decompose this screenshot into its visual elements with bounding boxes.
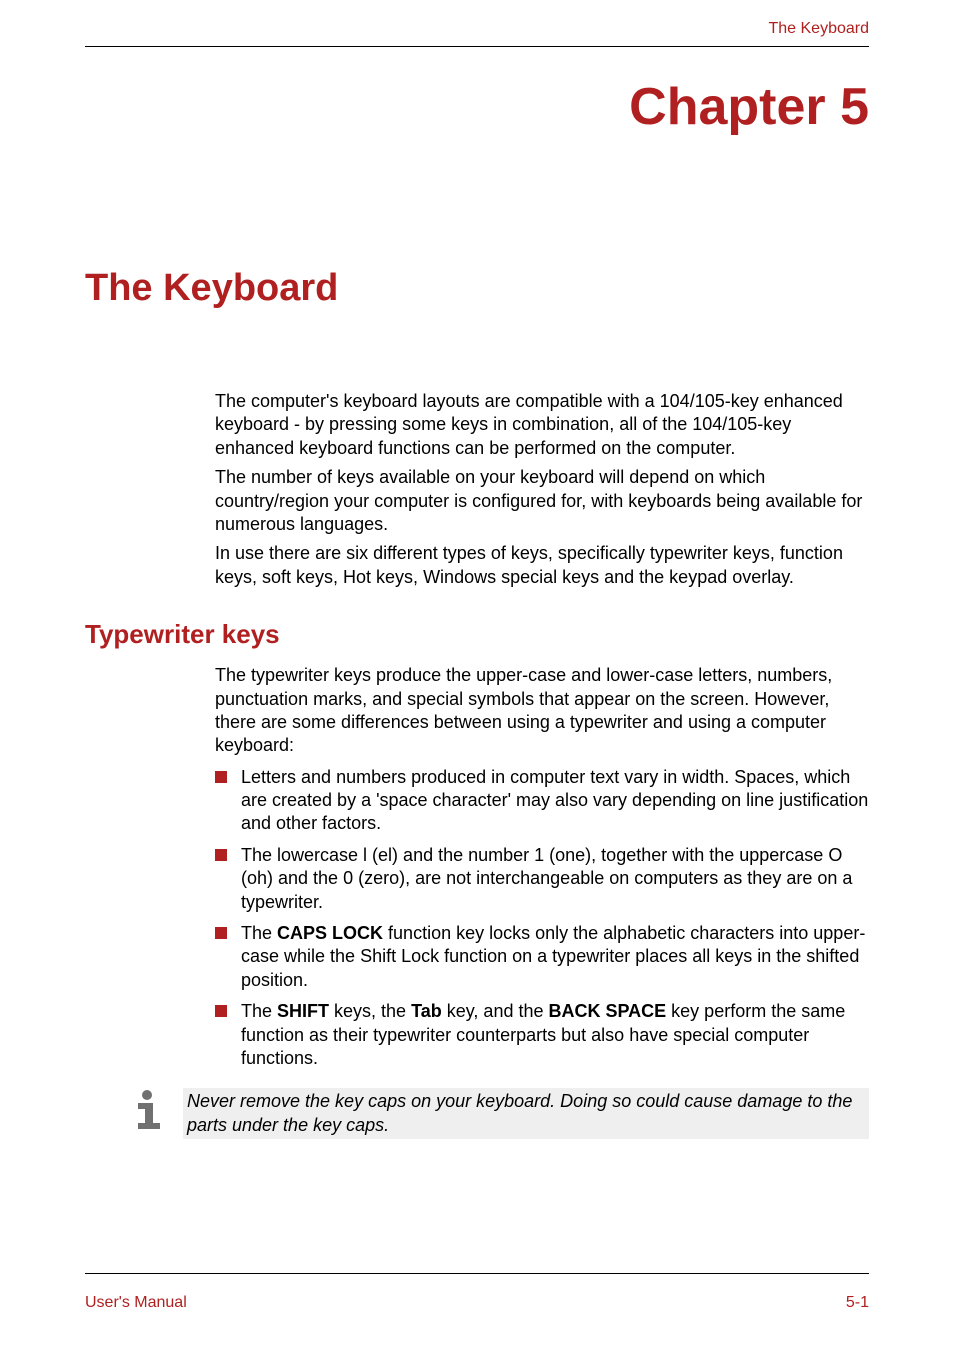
chapter-label: Chapter 5: [85, 77, 869, 137]
square-bullet-icon: [215, 927, 227, 939]
info-note-block: Never remove the key caps on your keyboa…: [125, 1088, 869, 1139]
running-title: The Keyboard: [768, 20, 869, 37]
content-area: Chapter 5 The Keyboard The computer's ke…: [85, 77, 869, 1273]
square-bullet-icon: [215, 1005, 227, 1017]
bullet-item: The lowercase l (el) and the number 1 (o…: [215, 844, 869, 914]
info-note-text: Never remove the key caps on your keyboa…: [183, 1088, 869, 1139]
intro-block: The computer's keyboard layouts are comp…: [215, 390, 869, 595]
section-body: The typewriter keys produce the upper-ca…: [215, 664, 869, 1078]
intro-paragraph: In use there are six different types of …: [215, 542, 869, 589]
footer-left: User's Manual: [85, 1294, 187, 1312]
bullet-text: The lowercase l (el) and the number 1 (o…: [241, 844, 869, 914]
square-bullet-icon: [215, 771, 227, 783]
bullet-text: The CAPS LOCK function key locks only th…: [241, 922, 869, 992]
main-title: The Keyboard: [85, 267, 869, 310]
section-intro: The typewriter keys produce the upper-ca…: [215, 664, 869, 758]
section-title: Typewriter keys: [85, 619, 869, 650]
page-footer: User's Manual 5-1: [85, 1273, 869, 1312]
info-icon: [125, 1088, 169, 1132]
intro-paragraph: The computer's keyboard layouts are comp…: [215, 390, 869, 460]
footer-right: 5-1: [846, 1294, 869, 1312]
bullet-text: Letters and numbers produced in computer…: [241, 766, 869, 836]
page-container: The Keyboard Chapter 5 The Keyboard The …: [0, 0, 954, 1352]
bullet-list: Letters and numbers produced in computer…: [215, 766, 869, 1071]
bullet-text: The SHIFT keys, the Tab key, and the BAC…: [241, 1000, 869, 1070]
bullet-item: The CAPS LOCK function key locks only th…: [215, 922, 869, 992]
page-header: The Keyboard: [85, 20, 869, 47]
square-bullet-icon: [215, 849, 227, 861]
intro-paragraph: The number of keys available on your key…: [215, 466, 869, 536]
bullet-item: Letters and numbers produced in computer…: [215, 766, 869, 836]
bullet-item: The SHIFT keys, the Tab key, and the BAC…: [215, 1000, 869, 1070]
